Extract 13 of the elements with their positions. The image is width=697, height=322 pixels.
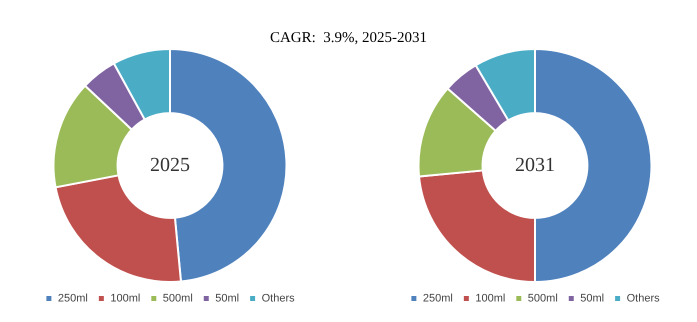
legend-label: 500ml bbox=[528, 292, 558, 305]
legend-label: 100ml bbox=[475, 292, 506, 305]
legend-label: 500ml bbox=[162, 292, 193, 305]
legend-label: Others bbox=[262, 292, 296, 305]
text: CAGR: 3.9%, 2025-2031 bbox=[268, 30, 428, 47]
text: 2025 bbox=[150, 154, 190, 176]
legend-label: 250ml bbox=[58, 292, 88, 305]
legend-label: 50ml bbox=[580, 292, 604, 305]
text: 2031 bbox=[515, 154, 555, 176]
legend-label: 250ml bbox=[422, 292, 453, 305]
legend-label: 100ml bbox=[110, 292, 140, 305]
legend-label: 50ml bbox=[215, 292, 240, 305]
legend-label: Others bbox=[626, 292, 660, 305]
